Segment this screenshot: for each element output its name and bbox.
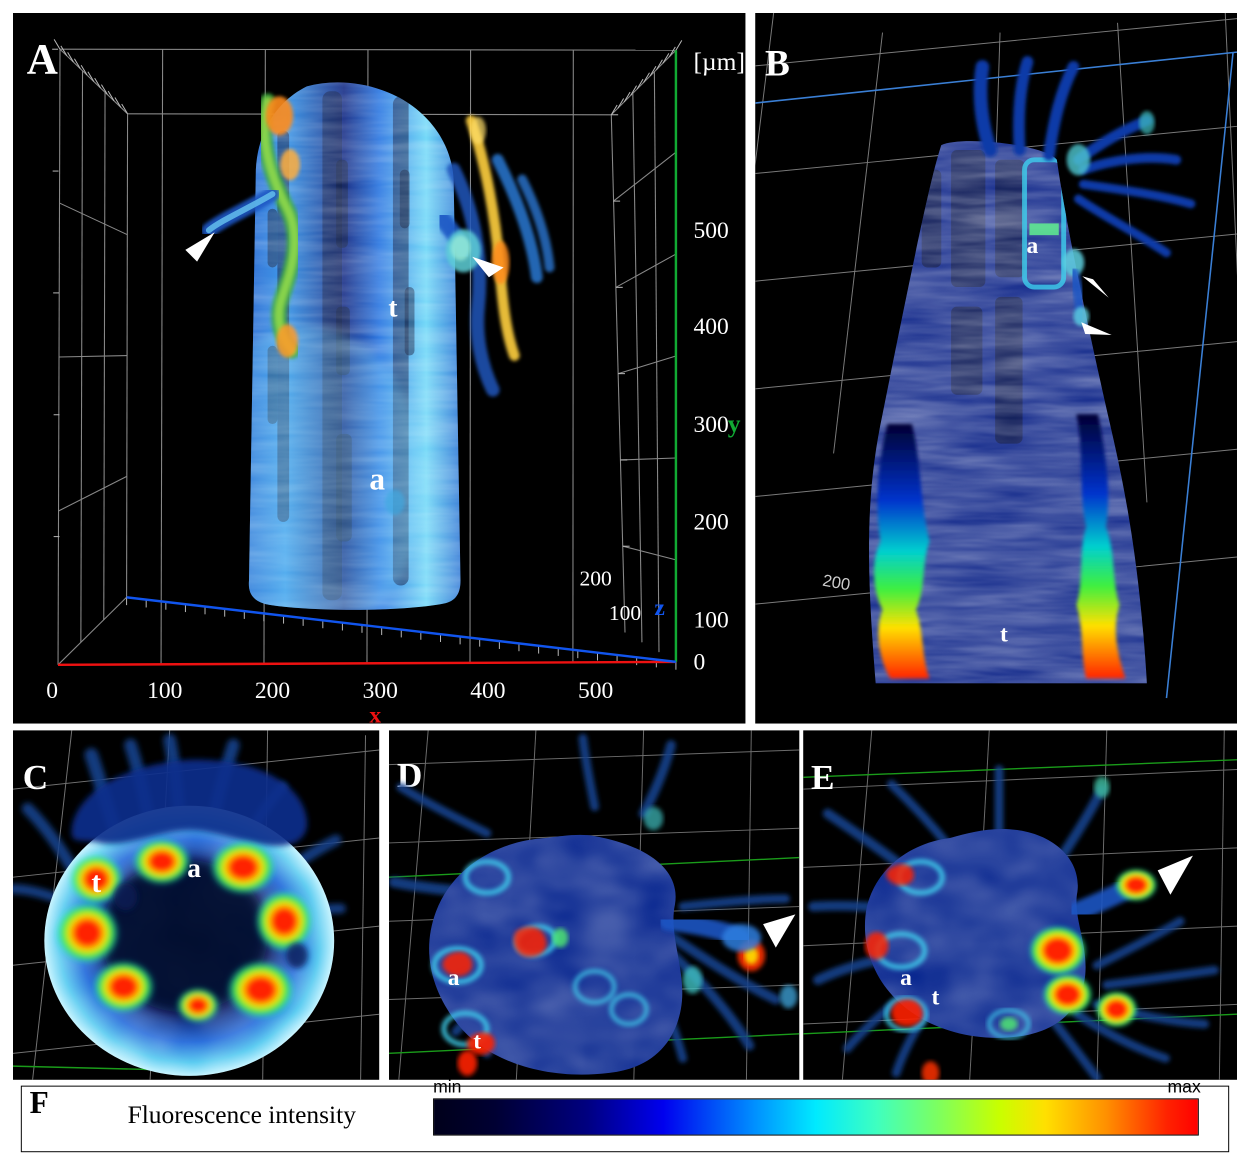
svg-text:200: 200 xyxy=(255,678,290,704)
svg-text:t: t xyxy=(91,867,101,899)
svg-text:500: 500 xyxy=(694,218,729,244)
svg-text:a: a xyxy=(900,965,912,991)
svg-text:t: t xyxy=(931,984,939,1010)
svg-text:100: 100 xyxy=(694,608,729,634)
svg-text:a: a xyxy=(1026,233,1038,259)
svg-text:x: x xyxy=(369,703,381,724)
svg-text:t: t xyxy=(473,1028,481,1054)
svg-text:100: 100 xyxy=(609,601,641,625)
svg-text:z: z xyxy=(654,595,664,621)
svg-text:0: 0 xyxy=(694,650,706,676)
svg-text:a: a xyxy=(448,965,460,991)
svg-text:[µm]: [µm] xyxy=(694,47,745,76)
svg-text:a: a xyxy=(187,853,201,883)
svg-text:200: 200 xyxy=(694,510,729,536)
svg-text:B: B xyxy=(765,44,790,85)
svg-text:C: C xyxy=(23,758,48,797)
svg-text:y: y xyxy=(728,409,741,438)
svg-text:200: 200 xyxy=(579,567,611,591)
svg-text:t: t xyxy=(1000,621,1008,647)
svg-text:300: 300 xyxy=(363,678,398,704)
svg-text:500: 500 xyxy=(578,678,613,704)
svg-text:300: 300 xyxy=(694,412,729,438)
svg-text:100: 100 xyxy=(147,678,182,704)
svg-text:400: 400 xyxy=(694,314,729,340)
svg-text:0: 0 xyxy=(46,678,58,704)
svg-text:E: E xyxy=(811,758,835,797)
svg-text:A: A xyxy=(27,37,58,84)
svg-text:a: a xyxy=(369,462,385,497)
svg-text:t: t xyxy=(388,292,397,322)
svg-text:200: 200 xyxy=(821,571,852,595)
svg-text:400: 400 xyxy=(470,678,505,704)
